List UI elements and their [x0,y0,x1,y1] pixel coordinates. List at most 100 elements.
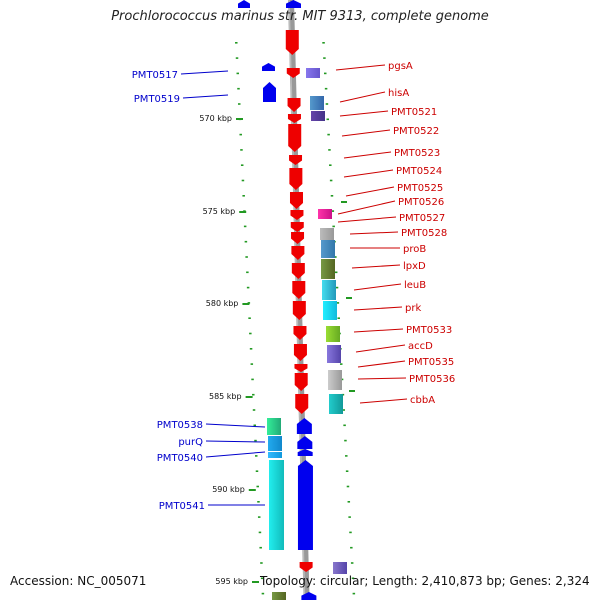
outer-left-tick [243,225,247,228]
forward-gene-arrow [301,592,317,600]
forward-gene-label: PMT0538 [157,420,203,431]
cog-color-block [306,68,320,78]
outer-left-tick [247,302,251,304]
feature-tick [341,201,347,203]
cog-color-block [321,259,335,279]
feature-tick [349,390,355,392]
outer-left-tick [256,485,259,488]
reverse-label-leader [359,398,408,404]
outer-right-tick [329,179,333,182]
forward-gene-arrow [286,0,301,8]
outer-right-tick [323,57,326,59]
outer-left-tick [258,531,262,534]
reverse-gene-arrow [291,263,305,279]
outer-left-tick [240,149,243,151]
reverse-label-leader [345,186,395,197]
outer-right-tick [335,286,339,289]
reverse-label-leader [353,283,402,291]
outer-right-tick [328,149,331,151]
outer-left-tick [246,286,250,289]
reverse-gene-arrow [299,562,313,572]
forward-gene-label: PMT0540 [157,453,203,464]
outer-left-tick [254,455,258,457]
cog-color-block [320,228,334,240]
outer-left-tick [241,179,245,182]
outer-right-tick [339,363,343,365]
feature-tick [346,297,352,299]
outer-right-tick [330,195,334,197]
reverse-label-leader [341,129,391,137]
ruler-major-tick [248,489,256,491]
outer-right-tick [343,424,346,427]
reverse-gene-arrow [290,210,304,220]
accession-text: Accession: NC_005071 [10,574,147,588]
reverse-label-leader [339,110,389,117]
outer-right-tick [345,455,348,457]
reverse-label-leader [337,216,397,223]
reverse-gene-label: cbbA [410,395,435,406]
reverse-gene-arrow [288,124,302,152]
outer-left-tick [260,562,263,564]
outer-left-tick [260,577,264,580]
genome-summary-text: Topology: circular; Length: 2,410,873 bp… [260,574,590,588]
cog-color-block [318,209,332,219]
reverse-gene-label: PMT0526 [398,197,444,208]
reverse-label-leader [351,264,401,269]
outer-right-tick [350,546,353,549]
outer-left-tick [235,57,239,59]
reverse-gene-arrow [289,168,303,190]
forward-gene-arrow [297,436,313,449]
outer-right-tick [350,562,354,564]
cog-color-block [323,301,337,320]
reverse-label-leader [357,377,407,380]
reverse-gene-label: PMT0528 [401,228,447,239]
ruler-label: 575 kbp [203,207,236,216]
cog-color-block [326,326,340,342]
reverse-gene-arrow [294,364,308,372]
outer-right-tick [325,103,329,105]
cog-color-block [268,452,282,458]
outer-left-tick [252,409,256,411]
forward-gene-arrow [297,460,313,550]
reverse-gene-label: accD [408,341,433,352]
cog-color-block [327,345,341,363]
outer-right-tick [347,501,351,503]
reverse-gene-arrow [291,246,305,260]
reverse-gene-arrow [286,68,300,78]
outer-right-tick [346,485,350,488]
outer-left-tick [237,87,240,90]
reverse-label-leader [343,151,392,159]
outer-right-tick [352,592,356,595]
outer-right-tick [329,164,332,166]
forward-gene-label: PMT0541 [159,501,205,512]
outer-left-tick [245,256,248,258]
reverse-gene-label: proB [403,244,426,255]
reverse-gene-label: PMT0525 [397,183,443,194]
outer-left-tick [246,271,249,274]
reverse-gene-label: PMT0523 [394,148,440,159]
reverse-gene-label: PMT0524 [396,166,442,177]
outer-right-tick [332,225,335,228]
outer-left-tick [248,317,251,319]
outer-right-tick [326,118,330,121]
ruler-label: 595 kbp [215,577,248,586]
forward-gene-arrow [297,449,313,456]
reverse-gene-arrow [293,344,307,361]
reverse-gene-label: prk [405,303,421,314]
reverse-gene-label: leuB [404,280,426,291]
outer-right-tick [340,378,344,381]
reverse-gene-arrow [289,192,303,209]
outer-right-tick [336,302,340,304]
reverse-gene-arrow [289,155,303,165]
outer-right-tick [331,210,335,212]
cog-color-block [311,111,325,121]
outer-left-tick [257,516,261,518]
forward-gene-arrow [238,0,250,8]
ruler-label: 590 kbp [212,485,245,494]
reverse-label-leader [353,328,404,333]
ruler-major-tick [236,118,243,120]
outer-right-tick [348,516,351,518]
reverse-gene-arrow [285,30,299,55]
reverse-gene-arrow [287,114,301,123]
